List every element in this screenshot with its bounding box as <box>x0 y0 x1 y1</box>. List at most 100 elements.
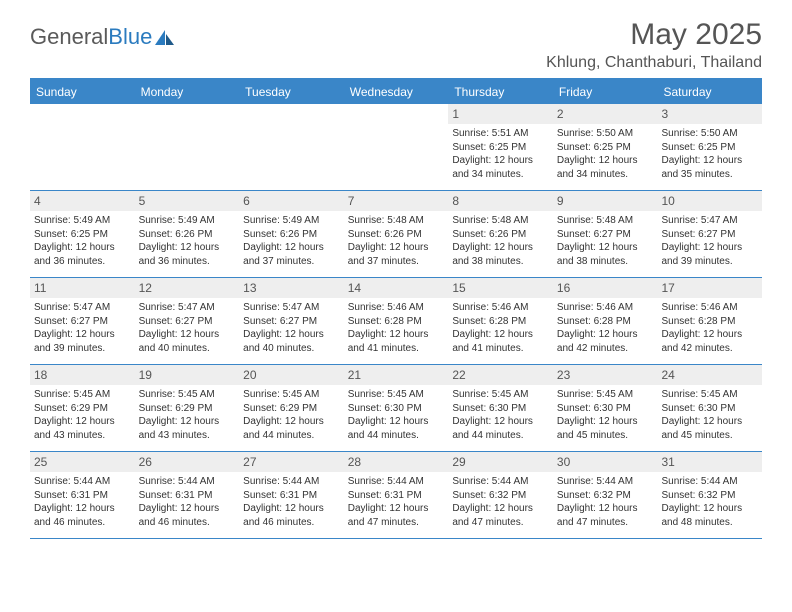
day-number: 20 <box>239 365 344 385</box>
sunrise-text: Sunrise: 5:44 AM <box>659 475 760 489</box>
day-cell: 16Sunrise: 5:46 AMSunset: 6:28 PMDayligh… <box>553 278 658 364</box>
sunset-text: Sunset: 6:28 PM <box>346 315 447 329</box>
day-number: 5 <box>135 191 240 211</box>
daylight-text: Daylight: 12 hours and 41 minutes. <box>346 328 447 355</box>
day-number: 16 <box>553 278 658 298</box>
day-number: 22 <box>448 365 553 385</box>
day-number: 12 <box>135 278 240 298</box>
sunrise-text: Sunrise: 5:46 AM <box>346 301 447 315</box>
day-cell: 18Sunrise: 5:45 AMSunset: 6:29 PMDayligh… <box>30 365 135 451</box>
sunset-text: Sunset: 6:29 PM <box>32 402 133 416</box>
day-number: 25 <box>30 452 135 472</box>
day-header-mon: Monday <box>135 80 240 104</box>
sail-icon <box>154 28 176 46</box>
day-number: 9 <box>553 191 658 211</box>
sunrise-text: Sunrise: 5:46 AM <box>659 301 760 315</box>
daylight-text: Daylight: 12 hours and 34 minutes. <box>450 154 551 181</box>
sunset-text: Sunset: 6:29 PM <box>241 402 342 416</box>
day-cell: 6Sunrise: 5:49 AMSunset: 6:26 PMDaylight… <box>239 191 344 277</box>
daylight-text: Daylight: 12 hours and 47 minutes. <box>346 502 447 529</box>
sunset-text: Sunset: 6:31 PM <box>346 489 447 503</box>
day-header-fri: Friday <box>553 80 658 104</box>
day-number: 28 <box>344 452 449 472</box>
day-number: 18 <box>30 365 135 385</box>
day-cell: 7Sunrise: 5:48 AMSunset: 6:26 PMDaylight… <box>344 191 449 277</box>
daylight-text: Daylight: 12 hours and 35 minutes. <box>659 154 760 181</box>
day-cell: 20Sunrise: 5:45 AMSunset: 6:29 PMDayligh… <box>239 365 344 451</box>
sunrise-text: Sunrise: 5:48 AM <box>450 214 551 228</box>
day-cell: 10Sunrise: 5:47 AMSunset: 6:27 PMDayligh… <box>657 191 762 277</box>
day-cell <box>30 104 135 190</box>
sunset-text: Sunset: 6:28 PM <box>555 315 656 329</box>
sunrise-text: Sunrise: 5:44 AM <box>32 475 133 489</box>
sunrise-text: Sunrise: 5:45 AM <box>659 388 760 402</box>
sunset-text: Sunset: 6:30 PM <box>555 402 656 416</box>
day-cell: 8Sunrise: 5:48 AMSunset: 6:26 PMDaylight… <box>448 191 553 277</box>
daylight-text: Daylight: 12 hours and 40 minutes. <box>137 328 238 355</box>
week-row: 25Sunrise: 5:44 AMSunset: 6:31 PMDayligh… <box>30 452 762 539</box>
day-number: 2 <box>553 104 658 124</box>
sunset-text: Sunset: 6:26 PM <box>241 228 342 242</box>
day-header-tue: Tuesday <box>239 80 344 104</box>
sunset-text: Sunset: 6:31 PM <box>137 489 238 503</box>
sunrise-text: Sunrise: 5:46 AM <box>450 301 551 315</box>
day-number: 24 <box>657 365 762 385</box>
sunset-text: Sunset: 6:30 PM <box>346 402 447 416</box>
day-number: 31 <box>657 452 762 472</box>
week-row: 11Sunrise: 5:47 AMSunset: 6:27 PMDayligh… <box>30 278 762 365</box>
day-cell: 29Sunrise: 5:44 AMSunset: 6:32 PMDayligh… <box>448 452 553 538</box>
daylight-text: Daylight: 12 hours and 48 minutes. <box>659 502 760 529</box>
day-cell: 17Sunrise: 5:46 AMSunset: 6:28 PMDayligh… <box>657 278 762 364</box>
sunset-text: Sunset: 6:27 PM <box>32 315 133 329</box>
sunrise-text: Sunrise: 5:45 AM <box>241 388 342 402</box>
day-header-thu: Thursday <box>448 80 553 104</box>
day-header-sun: Sunday <box>30 80 135 104</box>
day-cell: 31 Sunrise: 5:44 AMSunset: 6:32 PMDayligh… <box>657 452 762 538</box>
daylight-text: Daylight: 12 hours and 38 minutes. <box>450 241 551 268</box>
day-header-row: Sunday Monday Tuesday Wednesday Thursday… <box>30 80 762 104</box>
sunrise-text: Sunrise: 5:48 AM <box>346 214 447 228</box>
sunrise-text: Sunrise: 5:47 AM <box>241 301 342 315</box>
daylight-text: Daylight: 12 hours and 46 minutes. <box>137 502 238 529</box>
day-cell: 1Sunrise: 5:51 AMSunset: 6:25 PMDaylight… <box>448 104 553 190</box>
sunrise-text: Sunrise: 5:50 AM <box>659 127 760 141</box>
sunrise-text: Sunrise: 5:45 AM <box>137 388 238 402</box>
sunrise-text: Sunrise: 5:49 AM <box>137 214 238 228</box>
sunrise-text: Sunrise: 5:44 AM <box>137 475 238 489</box>
daylight-text: Daylight: 12 hours and 36 minutes. <box>137 241 238 268</box>
sunset-text: Sunset: 6:27 PM <box>659 228 760 242</box>
day-number: 17 <box>657 278 762 298</box>
sunrise-text: Sunrise: 5:45 AM <box>346 388 447 402</box>
day-cell <box>135 104 240 190</box>
month-title: May 2025 <box>546 18 762 52</box>
day-cell: 13Sunrise: 5:47 AMSunset: 6:27 PMDayligh… <box>239 278 344 364</box>
sunrise-text: Sunrise: 5:45 AM <box>450 388 551 402</box>
daylight-text: Daylight: 12 hours and 40 minutes. <box>241 328 342 355</box>
daylight-text: Daylight: 12 hours and 37 minutes. <box>241 241 342 268</box>
day-cell <box>239 104 344 190</box>
day-cell: 24Sunrise: 5:45 AMSunset: 6:30 PMDayligh… <box>657 365 762 451</box>
sunset-text: Sunset: 6:25 PM <box>32 228 133 242</box>
day-cell: 4Sunrise: 5:49 AMSunset: 6:25 PMDaylight… <box>30 191 135 277</box>
sunrise-text: Sunrise: 5:44 AM <box>346 475 447 489</box>
sunset-text: Sunset: 6:32 PM <box>659 489 760 503</box>
day-cell: 28 Sunrise: 5:44 AMSunset: 6:31 PMDayligh… <box>344 452 449 538</box>
day-cell: 22Sunrise: 5:45 AMSunset: 6:30 PMDayligh… <box>448 365 553 451</box>
daylight-text: Daylight: 12 hours and 45 minutes. <box>659 415 760 442</box>
day-header-wed: Wednesday <box>344 80 449 104</box>
day-number: 6 <box>239 191 344 211</box>
sunset-text: Sunset: 6:26 PM <box>137 228 238 242</box>
brand-logo: GeneralBlue <box>30 18 176 50</box>
day-number: 21 <box>344 365 449 385</box>
day-number: 1 <box>448 104 553 124</box>
sunset-text: Sunset: 6:25 PM <box>659 141 760 155</box>
day-cell: 11Sunrise: 5:47 AMSunset: 6:27 PMDayligh… <box>30 278 135 364</box>
day-number: 26 <box>135 452 240 472</box>
weeks-container: 1Sunrise: 5:51 AMSunset: 6:25 PMDaylight… <box>30 104 762 539</box>
sunset-text: Sunset: 6:30 PM <box>450 402 551 416</box>
sunrise-text: Sunrise: 5:50 AM <box>555 127 656 141</box>
sunset-text: Sunset: 6:31 PM <box>241 489 342 503</box>
daylight-text: Daylight: 12 hours and 39 minutes. <box>659 241 760 268</box>
day-number: 10 <box>657 191 762 211</box>
day-number: 3 <box>657 104 762 124</box>
